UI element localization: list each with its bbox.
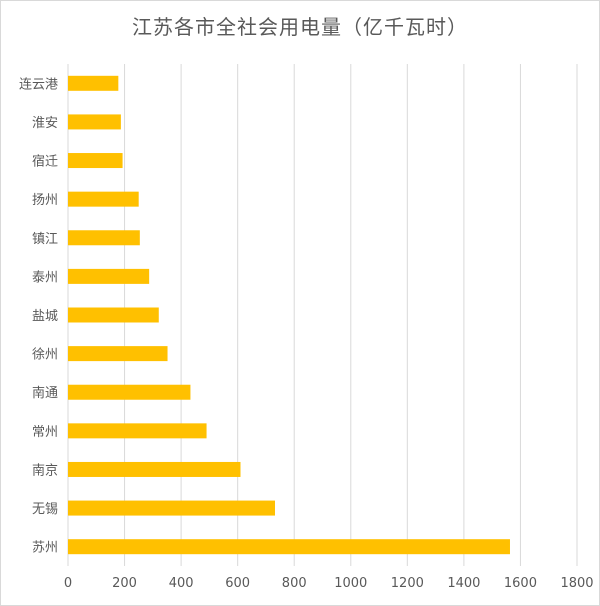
bar-镇江 — [68, 230, 140, 246]
category-label: 无锡 — [32, 502, 58, 517]
bar-无锡 — [68, 500, 275, 516]
x-tick-label: 200 — [112, 576, 137, 591]
x-tick-label: 1200 — [391, 576, 424, 591]
bar-泰州 — [68, 268, 150, 284]
category-label: 淮安 — [32, 116, 58, 131]
category-label: 常州 — [32, 425, 58, 440]
category-label: 镇江 — [32, 232, 58, 247]
bar-淮安 — [68, 114, 121, 130]
category-label: 泰州 — [32, 270, 58, 285]
x-tick-label: 1000 — [334, 576, 367, 591]
category-label: 宿迁 — [32, 154, 58, 170]
category-label: 南通 — [32, 385, 58, 401]
x-tick-label: 1400 — [447, 576, 480, 591]
bar-宿迁 — [68, 153, 123, 169]
bar-南京 — [68, 461, 241, 477]
x-tick-label: 0 — [64, 576, 72, 591]
bar-常州 — [68, 423, 207, 439]
bar-南通 — [68, 384, 191, 400]
bar-苏州 — [68, 539, 510, 555]
bar-徐州 — [68, 346, 168, 362]
category-label: 连云港 — [19, 76, 58, 92]
chart-title: 江苏各市全社会用电量（亿千瓦时） — [132, 15, 468, 39]
category-label: 南京 — [32, 462, 58, 478]
x-tick-label: 1600 — [504, 576, 537, 591]
x-tick-label: 600 — [225, 576, 250, 591]
x-tick-label: 1800 — [560, 576, 593, 591]
x-tick-label: 400 — [169, 576, 194, 591]
bar-连云港 — [68, 75, 119, 91]
category-label: 扬州 — [32, 193, 58, 208]
category-label: 徐州 — [32, 348, 58, 363]
category-label: 盐城 — [32, 309, 58, 324]
category-label: 苏州 — [32, 540, 58, 556]
bar-盐城 — [68, 307, 159, 323]
x-tick-label: 800 — [282, 576, 307, 591]
bar-扬州 — [68, 191, 139, 207]
